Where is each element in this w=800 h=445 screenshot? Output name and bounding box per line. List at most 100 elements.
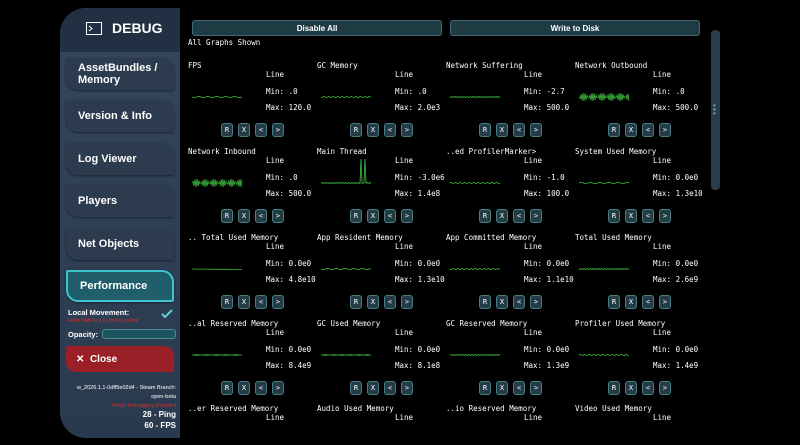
graph-button[interactable]: X	[238, 123, 250, 137]
graph-button[interactable]: >	[401, 381, 413, 395]
graph-button[interactable]: >	[530, 295, 542, 309]
graph-button[interactable]: <	[513, 123, 525, 137]
graph-button[interactable]: >	[659, 209, 671, 223]
graph-max: Max: 8.1e8	[395, 361, 441, 370]
graph-button[interactable]: <	[513, 295, 525, 309]
menu-item[interactable]: Players	[66, 185, 174, 217]
menu-item[interactable]: Net Objects	[66, 228, 174, 260]
graph-button[interactable]: <	[255, 209, 267, 223]
graph-max: Max: 4.8e10	[266, 275, 316, 284]
graph-button[interactable]: R	[479, 209, 491, 223]
menu-item[interactable]: AssetBundles / Memory	[66, 58, 174, 90]
graph-button[interactable]: >	[272, 381, 284, 395]
graph-button[interactable]: <	[384, 295, 396, 309]
graph-button[interactable]: R	[221, 123, 233, 137]
graph-button[interactable]: X	[238, 381, 250, 395]
graph-max: Max: 100.0	[524, 189, 570, 198]
graph-button[interactable]: X	[238, 295, 250, 309]
graph-button[interactable]: X	[367, 123, 379, 137]
graph-button[interactable]: X	[238, 209, 250, 223]
sparkline	[192, 178, 243, 188]
graph-button[interactable]: R	[608, 209, 620, 223]
graph-button[interactable]: X	[625, 123, 637, 137]
graph-button[interactable]: R	[350, 123, 362, 137]
graph-button[interactable]: X	[496, 381, 508, 395]
graph-name: Video Used Memory	[575, 404, 652, 413]
graph-button[interactable]: >	[530, 209, 542, 223]
graph-button[interactable]: >	[530, 381, 542, 395]
menu-item[interactable]: Log Viewer	[66, 143, 174, 175]
graph-button[interactable]: R	[479, 381, 491, 395]
sparkline-path	[450, 353, 501, 357]
graph-name: FPS	[188, 61, 202, 70]
graph-button[interactable]: <	[384, 123, 396, 137]
graph-min: Min: -1.0	[524, 173, 565, 182]
disable-all-button[interactable]: Disable All	[192, 20, 442, 36]
graph-button[interactable]: X	[367, 381, 379, 395]
graph-button[interactable]: >	[272, 209, 284, 223]
graph-button[interactable]: R	[479, 123, 491, 137]
graph-button[interactable]: R	[479, 295, 491, 309]
graph-button[interactable]: >	[659, 123, 671, 137]
graph-button[interactable]: X	[496, 123, 508, 137]
graph-button[interactable]: R	[221, 209, 233, 223]
graph-button[interactable]: R	[350, 295, 362, 309]
graph-button[interactable]: <	[255, 123, 267, 137]
graph-button[interactable]: X	[496, 295, 508, 309]
graph-button[interactable]: <	[513, 209, 525, 223]
graph-button[interactable]: <	[384, 381, 396, 395]
graph-button[interactable]: <	[513, 381, 525, 395]
graph-button[interactable]: <	[255, 295, 267, 309]
graph-button[interactable]: >	[659, 295, 671, 309]
sparkline	[579, 267, 630, 270]
graph-button[interactable]: X	[625, 209, 637, 223]
graph-button[interactable]: R	[608, 381, 620, 395]
graph-mode: Line	[266, 156, 285, 165]
scrollbar[interactable]	[711, 30, 720, 190]
graph-button[interactable]: >	[401, 209, 413, 223]
write-disk-button[interactable]: Write to Disk	[450, 20, 700, 36]
graph-max: Max: 8.4e9	[266, 361, 312, 370]
graph-button[interactable]: <	[642, 295, 654, 309]
graph-button[interactable]: R	[350, 381, 362, 395]
graph-button[interactable]: <	[642, 209, 654, 223]
sparkline	[321, 158, 372, 185]
checkbox[interactable]	[160, 308, 174, 320]
graph-button[interactable]: <	[642, 381, 654, 395]
graph-min: Min: 0.0e0	[524, 259, 570, 268]
graph-min: Min: 0.0e0	[395, 259, 441, 268]
graph-button[interactable]: <	[642, 123, 654, 137]
graph-button[interactable]: >	[272, 123, 284, 137]
opacity-slider[interactable]	[102, 329, 176, 339]
graph-button[interactable]: >	[401, 295, 413, 309]
graph-button[interactable]: R	[608, 123, 620, 137]
graph-max: Max: 500.0	[653, 103, 699, 112]
graph-button[interactable]: >	[272, 295, 284, 309]
close-button[interactable]: ✕ Close	[66, 346, 174, 372]
graph-button[interactable]: X	[625, 381, 637, 395]
graph-min: Min: .0	[395, 87, 427, 96]
graph-button[interactable]: <	[384, 209, 396, 223]
sparkline-path	[321, 353, 372, 357]
graph-mode: Line	[395, 242, 414, 251]
sparkline-path	[321, 267, 372, 271]
sidebar: DEBUG AssetBundles / Memory Version & Inf…	[60, 8, 180, 438]
graph-button[interactable]: R	[350, 209, 362, 223]
graph-button[interactable]: >	[659, 381, 671, 395]
graph-button[interactable]: >	[530, 123, 542, 137]
graph-button[interactable]: >	[401, 123, 413, 137]
graph-button[interactable]: R	[608, 295, 620, 309]
graph-mode: Line	[266, 328, 285, 337]
graph-button[interactable]: X	[496, 209, 508, 223]
graph-button[interactable]: X	[625, 295, 637, 309]
menu-item[interactable]: Version & Info	[66, 100, 174, 132]
graph-button[interactable]: X	[367, 209, 379, 223]
graph-button[interactable]: <	[255, 381, 267, 395]
graph-button[interactable]: X	[367, 295, 379, 309]
graph-button[interactable]: R	[221, 381, 233, 395]
graph-min: Min: .0	[653, 87, 685, 96]
sparkline	[192, 95, 243, 99]
graph-button[interactable]: R	[221, 295, 233, 309]
menu-item[interactable]: Performance	[66, 270, 174, 302]
